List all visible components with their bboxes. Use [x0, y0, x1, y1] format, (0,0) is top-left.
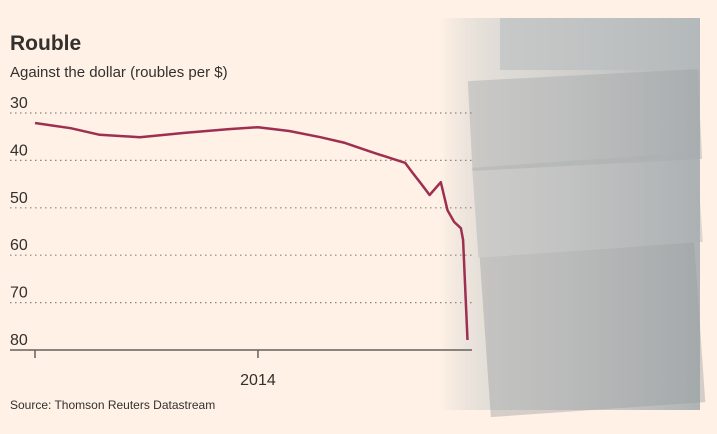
source: Source: Thomson Reuters Datastream — [10, 398, 215, 412]
banknote-image — [440, 18, 706, 418]
y-tick-label: 60 — [10, 237, 28, 254]
x-tick-label: 2014 — [240, 372, 276, 389]
y-tick-label: 80 — [10, 332, 28, 349]
y-tick-label: 50 — [10, 190, 28, 207]
y-tick-label: 30 — [10, 95, 28, 112]
line — [34, 121, 469, 341]
chart-subtitle: Against the dollar (roubles per $) — [10, 64, 228, 81]
y-tick-label: 70 — [10, 285, 28, 302]
chart-title: Rouble — [10, 32, 81, 55]
y-tick-label: 40 — [10, 142, 28, 159]
